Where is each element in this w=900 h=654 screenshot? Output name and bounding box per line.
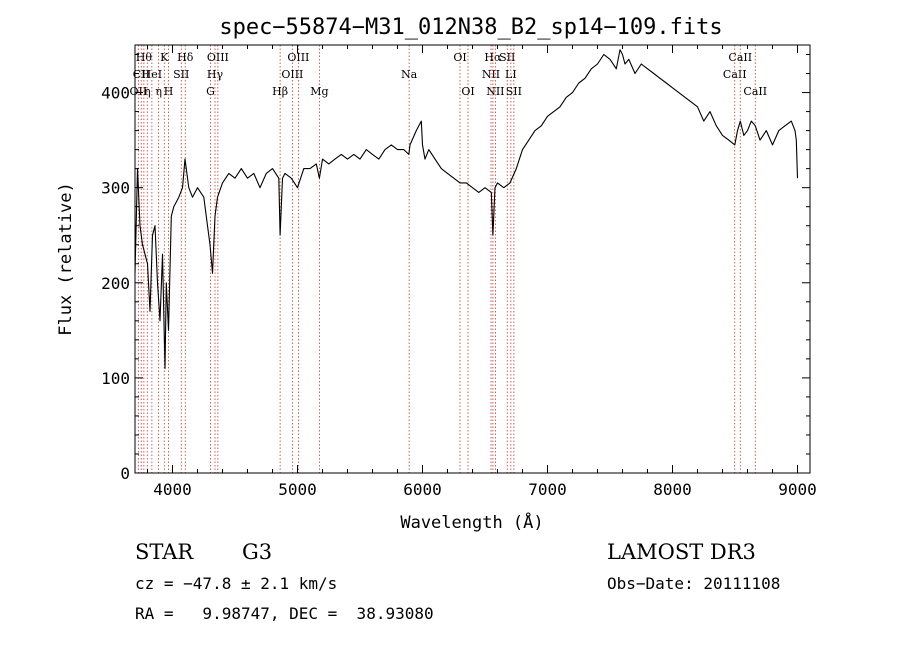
x-tick-label-9000: 9000 [778, 480, 817, 499]
line-label-26: CaII [723, 68, 747, 81]
line-label-16: Mg [310, 85, 328, 98]
x-tick-label-5000: 5000 [278, 480, 317, 499]
line-label-25: SII [506, 85, 522, 98]
line-label-3: η [144, 85, 151, 98]
plot-frame [134, 44, 811, 474]
chart-title: spec−55874−M31_012N38_B2_sp14−109.fits [219, 15, 722, 40]
line-label-8: SII [173, 68, 189, 81]
line-label-10: G [206, 85, 215, 98]
line-label-28: CaII [743, 85, 767, 98]
line-label-20: NII [482, 68, 500, 81]
line-label-11: Hγ [207, 68, 224, 81]
line-label-17: Na [401, 68, 418, 81]
line-label-6: K [160, 51, 169, 64]
line-label-24: LI [505, 68, 517, 81]
line-label-9: Hδ [177, 51, 194, 64]
y-tick-label-200: 200 [101, 274, 130, 293]
line-label-12: OIII [207, 51, 229, 64]
x-tick-label-8000: 8000 [653, 480, 692, 499]
x-axis-ticks: 4000 5000 6000 7000 8000 9000 [147, 45, 817, 499]
line-label-13: Hβ [272, 85, 288, 98]
y-axis-ticks: 0 100 200 300 400 [101, 54, 810, 483]
line-label-2: Hθ [136, 51, 153, 64]
object-class: STAR [135, 540, 194, 564]
ra-dec: RA = 9.98747, DEC = 38.93080 [135, 604, 434, 623]
line-label-27: CaII [728, 51, 752, 64]
line-label-21: Hα [484, 51, 502, 64]
line-label-14: OIII [281, 68, 303, 81]
object-subclass: G3 [242, 540, 272, 564]
line-label-7: H [164, 85, 174, 98]
x-axis-label: Wavelength (Å) [400, 511, 543, 533]
line-label-19: OI [461, 85, 474, 98]
line-label-23: SII [499, 51, 515, 64]
survey-name: LAMOST DR3 [607, 540, 756, 564]
x-tick-label-4000: 4000 [153, 480, 192, 499]
y-tick-label-400: 400 [101, 84, 130, 103]
line-label-22: NII [486, 85, 504, 98]
line-label-15: OIII [287, 51, 309, 64]
line-label-5: η [155, 85, 162, 98]
spectrum-line-0 [134, 49, 799, 369]
line-label-18: OI [453, 51, 466, 64]
line-label-4: HeI [142, 68, 162, 81]
y-tick-label-300: 300 [101, 179, 130, 198]
y-axis-label: Flux (relative) [56, 182, 76, 336]
x-tick-label-6000: 6000 [403, 480, 442, 499]
line-label-1: CII [133, 68, 150, 81]
line-label-0: OII [130, 85, 148, 98]
line-markers: OII CII Hθ η HeI η K H SII Hδ G Hγ OIII Hβ OIII OIII Mg N… [130, 45, 767, 473]
observation-date: Obs−Date: 20111108 [607, 574, 780, 593]
x-tick-label-7000: 7000 [528, 480, 567, 499]
redshift-velocity: cz = −47.8 ± 2.1 km/s [135, 574, 337, 593]
y-tick-label-0: 0 [120, 464, 130, 483]
y-tick-label-100: 100 [101, 369, 130, 388]
series-group [134, 49, 799, 369]
